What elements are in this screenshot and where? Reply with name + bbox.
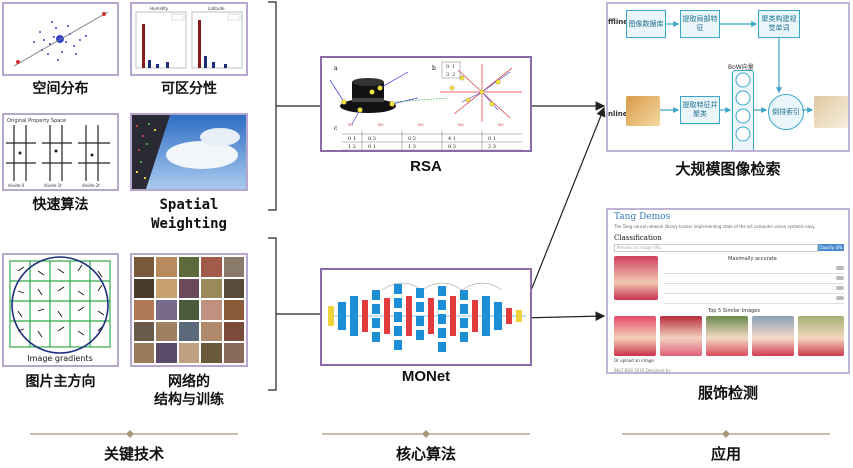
svg-text:1: 1 [452,64,455,70]
build-vocab-box: 聚类构建视觉单词 [758,10,800,38]
svg-text:w₁: w₁ [348,123,354,128]
url-input[interactable]: Provide an image URL [614,244,818,252]
maximally-accurate-label: Maximally accurate [728,256,777,262]
grid-label-2: divide-1t [44,183,62,188]
fast-algorithm-thumb: Original Property Space divide-0 divide-… [2,113,119,191]
histogram-icon: Humidity Latitude [135,6,243,69]
cat-photo-result [814,96,848,128]
image-mosaic [134,257,244,363]
caption-main-direction: 图片主方向 [25,374,96,390]
spatial-weighting-thumb [130,113,248,191]
classification-heading: Classification [614,234,662,242]
svg-text:0 1: 0 1 [488,136,496,142]
section-application: 应用 [710,445,741,463]
svg-text:2 3: 2 3 [488,144,496,150]
top-hat-icon [340,78,396,113]
classify-url-button[interactable]: Classify URL [818,244,844,251]
svg-text:0: 0 [446,64,449,70]
bow-label: BoW向量 [728,64,754,71]
similar-photo-4 [752,316,794,356]
svg-text:0 2: 0 2 [408,136,416,142]
retrieval-label: 大规模图像检索 [675,160,781,178]
rsa-label-a: a [334,65,338,72]
image-database-box: 图像数据库 [626,10,666,38]
grid-divide-icon: Original Property Space divide-0 divide-… [6,118,110,188]
image-gradients-label: Image gradients [27,354,92,363]
similar-photo-2 [660,316,702,356]
svg-text:0 1: 0 1 [368,144,376,150]
clothing-label: 服饰检测 [697,384,758,402]
extract-cluster-box: 提取特征并聚类 [680,96,720,124]
scatter-plot-icon [13,11,109,67]
caption-fast-algorithm: 快速算法 [32,197,89,213]
svg-text:w₄: w₄ [458,123,464,128]
caption-network: 网络的 结构与训练 [130,373,248,409]
girl-photo-main [614,256,658,300]
svg-text:1 2: 1 2 [348,144,356,150]
svg-text:1 3: 1 3 [408,144,416,150]
cat-photo-query [626,96,660,126]
online-label: nline [608,110,628,118]
top-similar-label: Top 5 Similar Images [708,308,760,314]
monet-label: MONet [401,368,451,385]
hist-title-1: Humidity [150,6,169,11]
hist-title-2: Latitude [208,6,225,11]
svg-text:w₃: w₃ [418,123,424,128]
network-architecture-icon [328,282,526,352]
rsa-label-c: c [334,125,338,132]
offline-label: ffline [608,18,628,26]
rsa-label-b: b [432,65,436,72]
bow-circles-icon [735,72,751,142]
retrieval-flowchart: ffline nline 图像数据库 提取局部特征 聚类构建视觉单词 BoW向量… [606,2,850,152]
svg-text:3: 3 [446,72,449,78]
separability-thumb: Humidity Latitude [130,2,248,76]
caption-spatial-weighting-line2: Weighting [151,216,227,232]
section-core-algo: 核心算法 [395,445,456,463]
demo-footer: BKLT·BUS 2016 Designed by [614,368,671,373]
caption-spatial-weighting: Spatial Weighting [130,196,248,234]
inverted-index-node: 倒排索引 [768,94,804,130]
svg-text:0 3: 0 3 [448,144,456,150]
building-sky-photo [132,115,246,189]
caption-separability: 可区分性 [161,81,217,97]
upload-label: Or upload an image: [614,358,656,363]
extract-features-box: 提取局部特征 [680,10,720,38]
svg-text:0 3: 0 3 [368,136,376,142]
rsa-label: RSA [410,158,442,175]
svg-text:w₂: w₂ [378,123,384,128]
caption-network-line2: 结构与训练 [154,392,224,408]
clothing-demo: Tang Demos The Tang neural network libra… [606,208,850,374]
result-rows [664,264,844,304]
svg-text:w₅: w₅ [498,123,504,128]
gradient-circle-icon: Image gradients [9,256,111,363]
monet-diagram [320,268,532,366]
network-structure-thumb [130,253,248,367]
svg-text:4 1: 4 1 [448,136,456,142]
grid-label-1: divide-0 [8,183,25,188]
demo-subtitle: The Tang neural network library trainer … [614,224,816,229]
main-direction-thumb: Image gradients [2,253,119,367]
grid-label-3: divide-2t [82,183,100,188]
similar-photo-5 [798,316,844,356]
similar-photo-1 [614,316,656,356]
caption-spatial-weighting-line1: Spatial [159,197,219,213]
svg-text:0 1: 0 1 [348,136,356,142]
demo-title: Tang Demos [614,212,671,222]
grid-title: Original Property Space [7,118,66,124]
svg-text:2: 2 [452,72,455,78]
flowchart-arrows [660,21,814,113]
similar-photo-3 [706,316,748,356]
caption-spatial: 空间分布 [32,81,89,97]
spatial-distribution-thumb [2,2,119,76]
section-key-tech: 关键技术 [103,445,164,463]
caption-network-line1: 网络的 [168,374,210,390]
